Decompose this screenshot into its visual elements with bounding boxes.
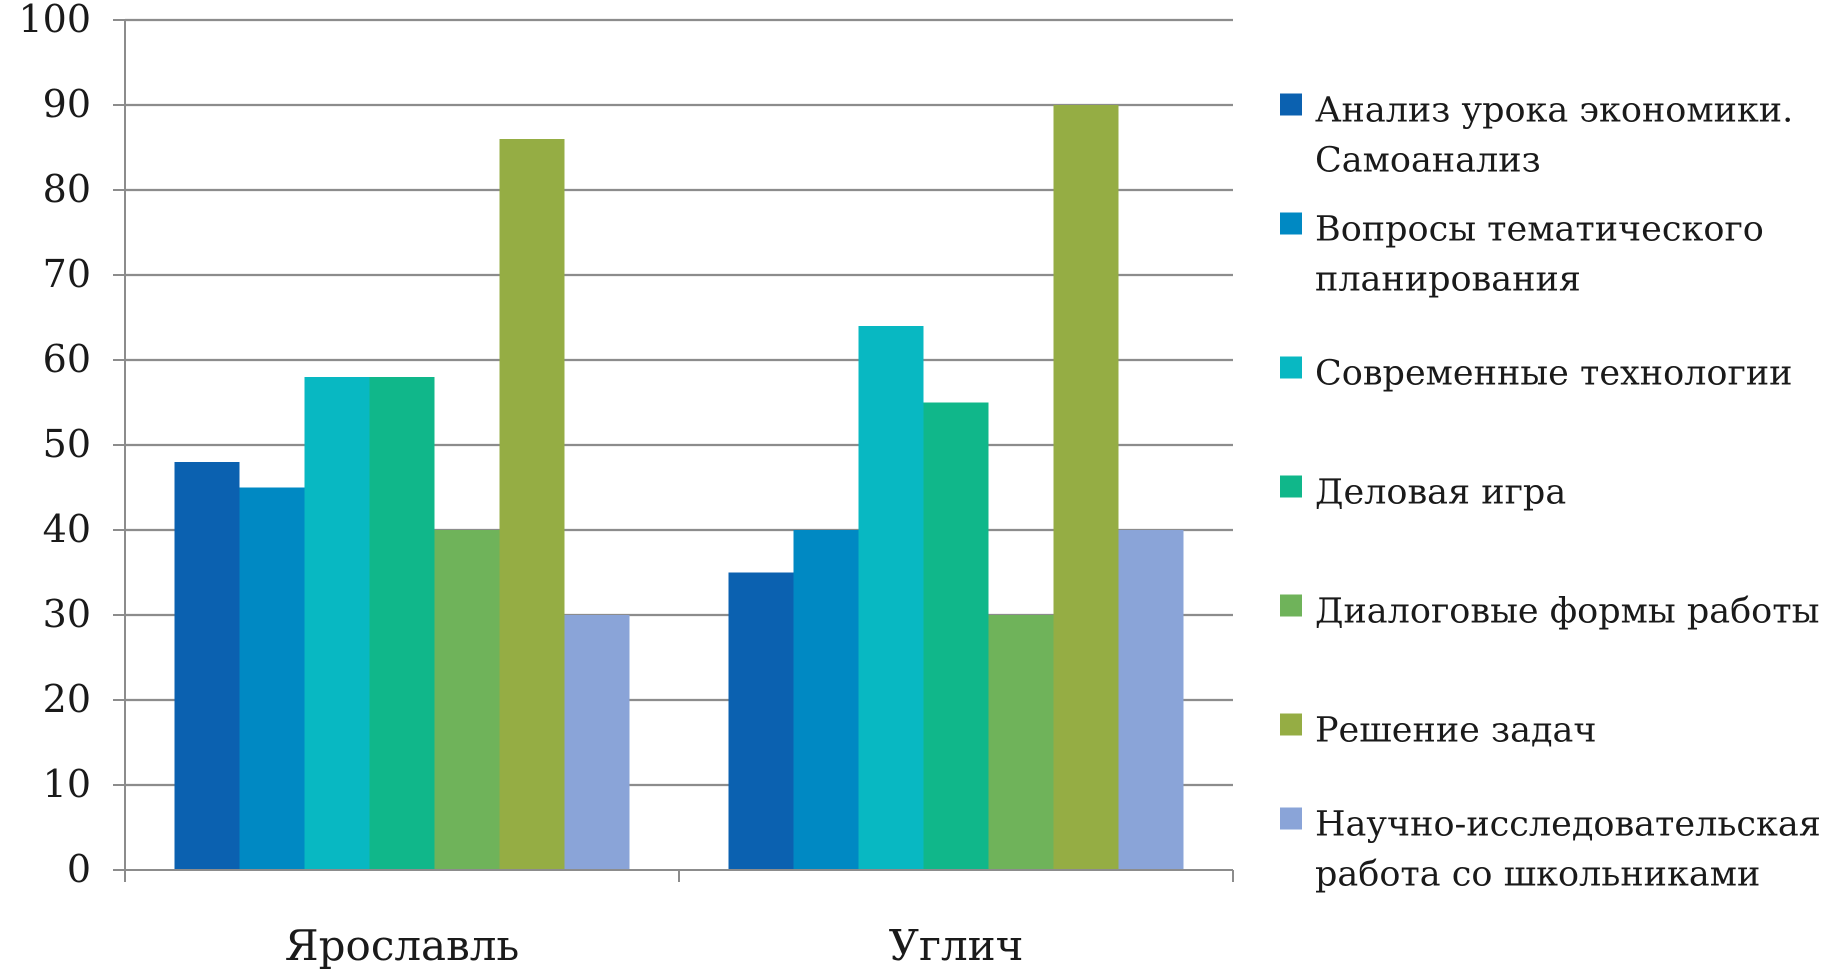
y-tick-label: 70 <box>43 252 91 296</box>
bar <box>369 377 435 870</box>
bar <box>239 487 305 870</box>
legend-item: Современные технологии <box>1280 354 1792 394</box>
bar <box>499 139 565 870</box>
legend-label: Диалоговые формы работы <box>1315 592 1819 632</box>
bar <box>304 377 370 870</box>
x-category-label: Углич <box>889 921 1024 970</box>
y-tick-label: 20 <box>43 677 91 721</box>
bar <box>793 530 859 870</box>
legend-label: Современные технологии <box>1315 354 1792 394</box>
legend-item: Вопросы тематического планирования <box>1280 210 1764 300</box>
legend-label: работа со школьниками <box>1315 855 1760 895</box>
legend-swatch <box>1280 594 1302 617</box>
legend-swatch <box>1280 356 1302 379</box>
legend-swatch <box>1280 93 1302 116</box>
y-tick-label: 50 <box>43 422 91 466</box>
legend-label: планирования <box>1315 260 1581 300</box>
legend-item: Анализ урока экономики. Самоанализ <box>1280 91 1793 181</box>
y-tick-label: 0 <box>67 847 91 891</box>
y-tick-label: 80 <box>43 167 91 211</box>
legend: Анализ урока экономики. Самоанализ Вопросы… <box>1280 91 1821 895</box>
bar <box>434 530 500 870</box>
legend-item: Деловая игра <box>1280 473 1566 513</box>
bar <box>1118 530 1184 870</box>
bar <box>1053 105 1119 870</box>
legend-label: Анализ урока экономики. <box>1315 91 1793 131</box>
legend-swatch <box>1280 475 1302 498</box>
x-category-label: Ярославль <box>285 921 520 970</box>
y-axis-tick-labels: 0 10 20 30 40 50 60 70 80 90 100 <box>18 0 91 891</box>
legend-label: Решение задач <box>1315 711 1597 751</box>
bars <box>174 105 1184 870</box>
bar <box>923 402 989 870</box>
y-tick-label: 30 <box>43 592 91 636</box>
axes <box>113 19 1234 882</box>
bar <box>988 615 1054 870</box>
legend-swatch <box>1280 713 1302 736</box>
legend-item: Диалоговые формы работы <box>1280 592 1819 632</box>
legend-label: Самоанализ <box>1315 141 1541 181</box>
legend-swatch <box>1280 212 1302 235</box>
legend-item: Решение задач <box>1280 711 1597 751</box>
y-tick-label: 10 <box>43 762 91 806</box>
bar <box>174 462 240 870</box>
y-tick-label: 60 <box>43 337 91 381</box>
legend-label: Вопросы тематического <box>1315 210 1764 250</box>
bar <box>564 615 630 870</box>
legend-item: Научно-исследовательская работа со школьн… <box>1280 805 1821 895</box>
legend-label: Научно-исследовательская <box>1315 805 1821 845</box>
x-axis-category-labels: Ярославль Углич <box>285 921 1024 970</box>
y-tick-label: 100 <box>18 0 91 41</box>
legend-swatch <box>1280 807 1302 830</box>
legend-label: Деловая игра <box>1315 473 1566 513</box>
y-tick-label: 40 <box>43 507 91 551</box>
bar <box>858 326 924 870</box>
y-tick-label: 90 <box>43 82 91 126</box>
bar <box>728 572 794 870</box>
